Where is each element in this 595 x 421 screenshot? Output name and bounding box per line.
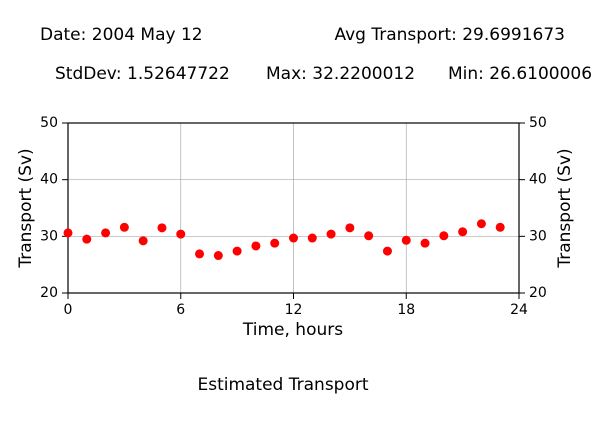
y-tick-label: 50 bbox=[40, 115, 58, 131]
y-tick-label: 30 bbox=[40, 228, 58, 244]
point bbox=[82, 234, 92, 244]
min-label: Min: 26.6100006 bbox=[448, 64, 592, 84]
point bbox=[476, 219, 486, 229]
y2-tick-label: 40 bbox=[529, 172, 547, 188]
point bbox=[420, 238, 430, 248]
avg-label: Avg Transport: 29.6991673 bbox=[334, 25, 565, 45]
point bbox=[345, 223, 355, 233]
max-label: Max: 32.2200012 bbox=[266, 64, 415, 84]
point bbox=[138, 236, 148, 246]
plot-frame bbox=[67, 122, 520, 294]
point bbox=[176, 229, 186, 239]
y2-tick-label: 20 bbox=[529, 285, 547, 301]
x-tick-label: 18 bbox=[397, 302, 415, 318]
x-axis-label: Time, hours bbox=[242, 320, 343, 340]
point bbox=[326, 229, 336, 239]
point bbox=[439, 231, 449, 241]
point bbox=[119, 222, 129, 232]
point bbox=[232, 246, 242, 256]
y-axis-label: Transport (Sv) bbox=[16, 148, 36, 268]
y2-tick-label: 30 bbox=[529, 228, 547, 244]
stddev-label: StdDev: 1.52647722 bbox=[55, 64, 230, 84]
y2-axis-label: Transport (Sv) bbox=[555, 148, 575, 268]
point bbox=[195, 249, 205, 259]
x-tick-label: 6 bbox=[176, 302, 185, 318]
point bbox=[157, 223, 167, 233]
x-tick-label: 24 bbox=[510, 302, 528, 318]
point bbox=[382, 246, 392, 256]
point bbox=[213, 251, 223, 261]
point bbox=[101, 228, 111, 238]
x-tick-label: 0 bbox=[64, 302, 73, 318]
point bbox=[270, 238, 280, 248]
point bbox=[289, 233, 298, 243]
y-tick-label: 40 bbox=[40, 172, 58, 188]
point bbox=[364, 231, 374, 241]
point bbox=[401, 235, 411, 245]
point bbox=[251, 241, 261, 251]
point bbox=[458, 227, 468, 237]
y-tick-label: 20 bbox=[40, 285, 58, 301]
point bbox=[63, 228, 73, 238]
point bbox=[495, 222, 505, 232]
date-label: Date: 2004 May 12 bbox=[40, 25, 203, 45]
y2-tick-label: 50 bbox=[529, 115, 547, 131]
x-tick-label: 12 bbox=[285, 302, 303, 318]
chart-title: Estimated Transport bbox=[197, 375, 368, 395]
point bbox=[307, 233, 317, 243]
